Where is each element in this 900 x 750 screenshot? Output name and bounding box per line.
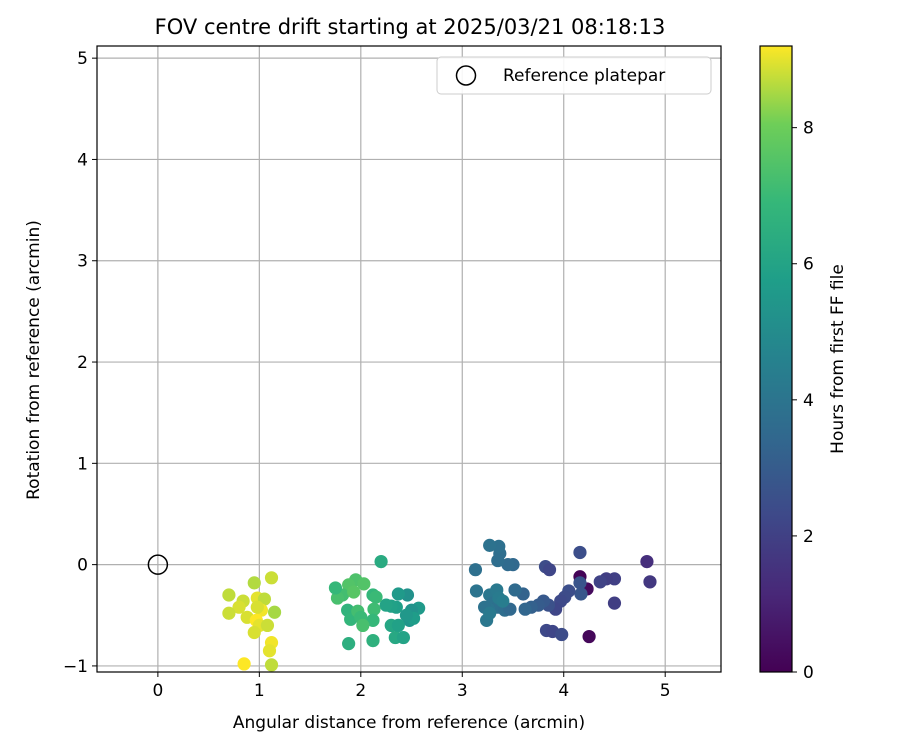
y-tick-label: 2 bbox=[77, 353, 88, 373]
plot-frame bbox=[96, 45, 722, 673]
data-point bbox=[222, 606, 236, 620]
data-point bbox=[542, 563, 557, 577]
data-point bbox=[260, 618, 275, 633]
data-point bbox=[232, 600, 246, 614]
data-point bbox=[518, 602, 532, 616]
data-point bbox=[491, 553, 505, 568]
x-tick-label: 2 bbox=[355, 681, 366, 701]
y-tick-label: 0 bbox=[77, 556, 88, 576]
data-point bbox=[483, 538, 497, 552]
data-point bbox=[607, 596, 622, 610]
data-point bbox=[640, 554, 654, 569]
x-tick-label: 4 bbox=[558, 681, 569, 701]
grid bbox=[97, 46, 721, 672]
data-points bbox=[222, 538, 657, 672]
legend-reference-marker bbox=[455, 65, 477, 86]
y-axis-label: Rotation from reference (arcmin) bbox=[24, 220, 44, 500]
data-point bbox=[391, 587, 405, 601]
colorbar: 0 2 4 6 8 Hours from first FF file bbox=[759, 45, 848, 683]
data-point bbox=[247, 576, 261, 590]
data-point bbox=[574, 587, 588, 601]
x-tick-label: 3 bbox=[457, 681, 468, 701]
data-point bbox=[366, 613, 380, 627]
y-tick-label: 1 bbox=[77, 454, 88, 474]
data-point bbox=[347, 585, 361, 599]
legend: Reference platepar bbox=[436, 56, 712, 95]
x-tick-label: 5 bbox=[660, 681, 671, 701]
data-point bbox=[374, 554, 388, 569]
legend-label: Reference platepar bbox=[503, 66, 665, 86]
x-axis-ticks: 0 1 2 3 4 5 bbox=[152, 672, 671, 701]
data-point bbox=[330, 591, 345, 605]
colorbar-gradient bbox=[759, 45, 793, 673]
x-tick-label: 0 bbox=[152, 681, 163, 701]
data-point bbox=[262, 644, 277, 658]
colorbar-label: Hours from first FF file bbox=[828, 264, 848, 454]
data-point bbox=[237, 657, 251, 671]
data-point bbox=[328, 581, 343, 595]
x-tick-label: 1 bbox=[254, 681, 265, 701]
data-point bbox=[573, 545, 587, 560]
y-tick-label: −1 bbox=[63, 657, 88, 677]
data-point bbox=[508, 583, 522, 597]
data-point bbox=[399, 608, 414, 622]
y-tick-label: 5 bbox=[77, 49, 88, 69]
data-point bbox=[369, 590, 383, 604]
data-point bbox=[496, 594, 510, 608]
y-tick-label: 4 bbox=[77, 150, 88, 170]
data-point bbox=[483, 606, 497, 620]
reference-marker bbox=[147, 554, 169, 575]
chart-title: FOV centre drift starting at 2025/03/21 … bbox=[155, 15, 666, 39]
data-point bbox=[391, 618, 405, 633]
data-point bbox=[264, 571, 279, 585]
colorbar-tick-label: 6 bbox=[803, 255, 814, 275]
data-point bbox=[247, 625, 261, 640]
data-point bbox=[342, 637, 356, 651]
data-point bbox=[582, 629, 596, 644]
data-point bbox=[366, 633, 380, 648]
data-point bbox=[379, 598, 393, 612]
data-point bbox=[357, 577, 371, 591]
colorbar-ticks: 0 2 4 6 8 bbox=[792, 119, 814, 683]
data-point bbox=[468, 563, 483, 577]
colorbar-tick-label: 0 bbox=[803, 663, 814, 683]
colorbar-tick-label: 8 bbox=[803, 119, 814, 139]
data-point bbox=[469, 584, 484, 598]
legend-box bbox=[436, 56, 712, 95]
colorbar-tick-label: 4 bbox=[803, 391, 814, 411]
data-point bbox=[573, 576, 587, 590]
data-point bbox=[501, 558, 515, 572]
data-point bbox=[555, 627, 569, 642]
data-point bbox=[222, 588, 236, 602]
data-point bbox=[250, 600, 264, 614]
data-point bbox=[356, 618, 370, 633]
x-axis-label: Angular distance from reference (arcmin) bbox=[233, 713, 585, 733]
data-point bbox=[264, 658, 279, 672]
data-point bbox=[593, 575, 607, 589]
y-tick-label: 3 bbox=[77, 252, 88, 272]
data-point bbox=[643, 575, 657, 589]
y-axis-ticks: −1 0 1 2 3 4 5 bbox=[63, 49, 97, 677]
reference-point bbox=[147, 554, 169, 575]
data-point bbox=[367, 602, 381, 616]
data-point bbox=[396, 630, 411, 645]
data-point bbox=[267, 605, 282, 619]
colorbar-tick-label: 2 bbox=[803, 527, 814, 547]
